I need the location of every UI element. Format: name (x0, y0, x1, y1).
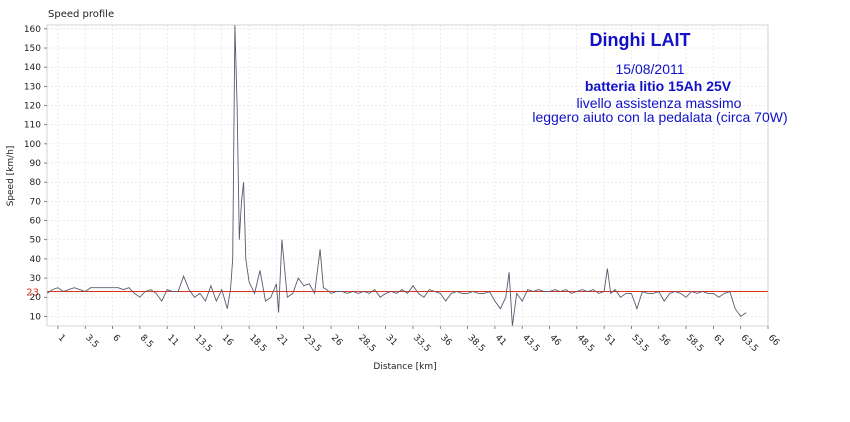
y-tick-label: 80 (30, 178, 42, 188)
x-tick-label: 36 (438, 333, 453, 348)
x-tick-label: 61 (711, 333, 726, 348)
plot-border (46, 24, 769, 327)
y-tick-labels: 10 20 30 40 50 60 70 80 90 100 110 120 130 140 150 160 (24, 25, 41, 323)
x-tick-label: 23.5 (302, 333, 323, 354)
reference-line-label: 23 (26, 287, 39, 298)
x-tick-label: 51 (602, 333, 617, 348)
y-tick-label: 10 (30, 312, 42, 322)
x-tick-label: 33.5 (411, 333, 432, 354)
y-axis-title: Speed [km/h] (6, 146, 16, 207)
x-tick-label: 8.5 (138, 333, 155, 350)
y-tick-label: 100 (24, 140, 41, 150)
x-tick-label: 43.5 (520, 333, 541, 354)
annotation-title: Dinghi LAIT (590, 30, 691, 50)
x-tick-label: 53.5 (629, 333, 650, 354)
annotation-pedal-help: leggero aiuto con la pedalata (circa 70W… (532, 109, 787, 125)
annotation-battery: batteria litio 15Ah 25V (585, 78, 732, 94)
y-tick-label: 150 (24, 44, 41, 54)
x-tick-label: 38.5 (465, 333, 486, 354)
x-tick-label: 13.5 (192, 333, 213, 354)
y-tick-label: 20 (30, 293, 42, 303)
x-tick-labels: 1 3.5 6 8.5 11 13.5 16 18.5 21 23.5 26 28.5 31 33.5 36… (56, 333, 781, 354)
x-tick-label: 48.5 (575, 333, 596, 354)
y-tick-label: 30 (30, 274, 42, 284)
x-tick-label: 63.5 (739, 333, 760, 354)
y-tick-label: 40 (30, 255, 42, 265)
x-tick-label: 11 (165, 333, 180, 348)
y-tick-label: 140 (24, 63, 41, 73)
y-tick-label: 160 (24, 25, 41, 35)
x-tick-label: 26 (329, 333, 344, 348)
y-tick-label: 110 (24, 121, 41, 131)
x-tick-label: 58.5 (684, 333, 705, 354)
chart-grid (47, 25, 769, 326)
x-tick-label: 46 (547, 333, 562, 348)
x-tick-label: 56 (657, 333, 672, 348)
x-tick-label: 21 (274, 333, 289, 348)
y-tick-label: 130 (24, 82, 41, 92)
annotation-date: 15/08/2011 (615, 61, 684, 77)
speed-series-line (46, 24, 747, 327)
x-tick-label: 66 (766, 333, 781, 348)
x-tick-label: 41 (493, 333, 508, 348)
y-tick-label: 60 (30, 217, 42, 227)
x-tick-label: 1 (56, 333, 67, 344)
x-tick-label: 16 (220, 333, 235, 348)
chart-title: Speed profile (48, 9, 114, 20)
y-tick-label: 90 (30, 159, 42, 169)
chart-axes (44, 24, 769, 329)
y-tick-label: 50 (30, 236, 42, 246)
y-tick-label: 70 (30, 197, 42, 207)
x-tick-label: 6 (110, 333, 121, 344)
y-tick-label: 120 (24, 102, 41, 112)
x-tick-label: 3.5 (83, 333, 100, 350)
annotation-assist-level: livello assistenza massimo (577, 95, 742, 111)
x-tick-label: 18.5 (247, 333, 268, 354)
x-tick-label: 31 (384, 333, 399, 348)
x-axis-title: Distance [km] (373, 362, 436, 372)
x-tick-label: 28.5 (356, 333, 377, 354)
